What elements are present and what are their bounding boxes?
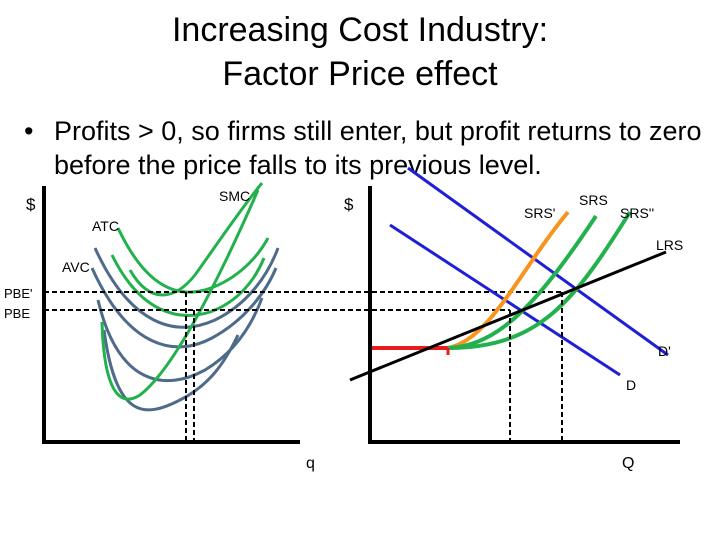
price-label-new: PBE' xyxy=(4,286,33,301)
atc-curve-new xyxy=(93,247,280,329)
srs-curve xyxy=(447,214,598,350)
market-y-axis-label: $ xyxy=(344,195,354,214)
title-line-2: Factor Price effect xyxy=(222,55,498,93)
bullet-icon: • xyxy=(24,116,34,146)
atc-green-curve xyxy=(110,254,266,317)
firm-y-axis-label: $ xyxy=(26,195,36,214)
atc-label: ATC xyxy=(92,218,119,234)
srs-double-curve xyxy=(447,210,632,350)
lrs-curve xyxy=(349,250,667,382)
avc-curve xyxy=(96,297,264,383)
demand-new-label: D' xyxy=(658,343,671,359)
avc-curve-new xyxy=(102,329,240,412)
market-x-axis-label: Q xyxy=(622,455,634,472)
atc-green-curve-new xyxy=(116,227,270,294)
firm-graph: $ q SMC ATC AVC PBE' PBE xyxy=(4,182,562,472)
atc-curve xyxy=(90,267,278,349)
avc-label: AVC xyxy=(62,259,90,275)
price-label-old: PBE xyxy=(4,306,30,321)
lrs-label: LRS xyxy=(656,237,683,253)
demand-label: D xyxy=(626,377,636,393)
slide-title: Increasing Cost Industry: Factor Price e… xyxy=(0,8,720,96)
srs-prime-curve xyxy=(447,210,570,350)
smc-curve xyxy=(100,189,260,401)
demand-curve-new xyxy=(407,166,669,357)
srs-double-label: SRS'' xyxy=(620,205,654,221)
market-graph: $ Q SRS' SRS SRS'' LRS D' D xyxy=(344,166,683,472)
firm-x-axis-label: q xyxy=(306,455,315,472)
srs-prime-label: SRS' xyxy=(524,205,555,221)
smc-label: SMC xyxy=(219,188,250,204)
bullet-point: • Profits > 0, so firms still enter, but… xyxy=(24,114,704,182)
srs-label: SRS xyxy=(579,192,608,208)
bullet-text: Profits > 0, so firms still enter, but p… xyxy=(54,116,702,180)
title-line-1: Increasing Cost Industry: xyxy=(171,11,549,49)
